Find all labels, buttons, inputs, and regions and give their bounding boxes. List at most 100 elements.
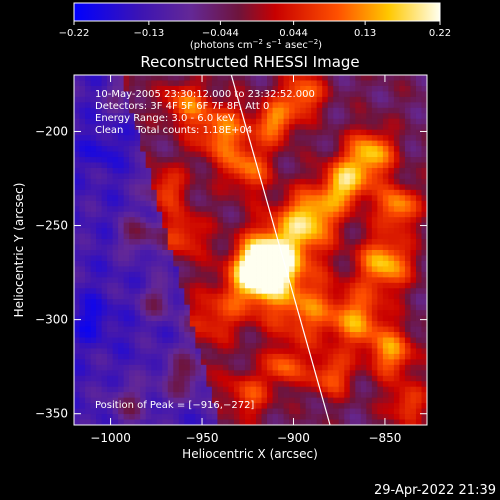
heatmap-cell — [140, 217, 147, 224]
heatmap-cell — [167, 146, 174, 152]
heatmap-cell — [96, 85, 102, 92]
heatmap-cell — [129, 255, 136, 262]
heatmap-cell — [173, 96, 180, 103]
heatmap-cell — [415, 293, 422, 300]
heatmap-cell — [244, 277, 251, 284]
heatmap-cell — [118, 96, 125, 103]
heatmap-cell — [118, 304, 125, 311]
heatmap-cell — [118, 408, 125, 415]
heatmap-cell — [327, 189, 334, 196]
heatmap-cell — [195, 326, 202, 333]
heatmap-cell — [278, 200, 284, 207]
heatmap-cell — [244, 178, 251, 185]
heatmap-cell — [300, 250, 307, 256]
colorbar-tick-label: −0.13 — [134, 28, 165, 39]
heatmap-cell — [118, 419, 125, 425]
heatmap-cell — [404, 129, 411, 136]
heatmap-cell — [360, 260, 367, 267]
heatmap-cell — [85, 91, 91, 98]
heatmap-cell — [195, 162, 202, 169]
heatmap-cell — [184, 375, 191, 382]
heatmap-cell — [305, 277, 312, 284]
heatmap-cell — [377, 375, 384, 382]
heatmap-cell — [393, 370, 400, 377]
heatmap-cell — [217, 129, 224, 136]
heatmap-cell — [377, 124, 384, 131]
heatmap-cell — [382, 364, 389, 371]
heatmap-cell — [233, 195, 240, 202]
heatmap-cell — [134, 348, 141, 355]
heatmap-cell — [239, 321, 246, 327]
heatmap-cell — [393, 157, 400, 163]
heatmap-cell — [151, 348, 158, 355]
heatmap-cell — [184, 414, 191, 420]
heatmap-cell — [145, 195, 152, 202]
heatmap-cell — [371, 75, 378, 81]
heatmap-cell — [327, 386, 334, 393]
heatmap-cell — [85, 381, 91, 388]
heatmap-cell — [344, 414, 351, 420]
heatmap-cell — [151, 85, 158, 92]
heatmap-cell — [173, 332, 180, 338]
heatmap-cell — [261, 102, 268, 109]
heatmap-cell — [322, 375, 329, 382]
heatmap-cell — [244, 250, 251, 256]
heatmap-cell — [151, 304, 158, 311]
heatmap-cell — [228, 157, 235, 163]
heatmap-cell — [410, 381, 417, 388]
heatmap-cell — [250, 255, 257, 262]
heatmap-cell — [239, 184, 246, 191]
heatmap-cell — [167, 178, 174, 185]
heatmap-cell — [360, 85, 367, 92]
info-annotations: 10-May-2005 23:30:12.000 to 23:32:52.000… — [95, 89, 315, 136]
heatmap-cell — [393, 403, 400, 409]
heatmap-cell — [167, 386, 174, 393]
heatmap-cell — [300, 364, 307, 371]
heatmap-cell — [134, 277, 141, 284]
heatmap-cell — [189, 206, 196, 213]
heatmap-cell — [211, 85, 218, 92]
heatmap-cell — [96, 403, 102, 409]
heatmap-cell — [79, 419, 86, 425]
heatmap-cell — [162, 151, 169, 158]
heatmap-cell — [228, 189, 235, 196]
heatmap-cell — [333, 304, 340, 311]
heatmap-cell — [305, 381, 312, 388]
heatmap-cell — [118, 403, 125, 409]
heatmap-cell — [96, 397, 102, 404]
heatmap-cell — [145, 124, 152, 131]
heatmap-cell — [145, 359, 152, 366]
heatmap-cell — [90, 370, 97, 377]
heatmap-cell — [222, 173, 229, 180]
heatmap-cell — [162, 299, 169, 306]
heatmap-cell — [123, 271, 130, 278]
heatmap-cell — [256, 157, 262, 163]
heatmap-cell — [333, 200, 340, 207]
heatmap-cell — [388, 173, 395, 180]
heatmap-cell — [327, 271, 334, 278]
heatmap-cell — [393, 321, 400, 327]
heatmap-cell — [129, 211, 136, 218]
heatmap-cell — [311, 85, 318, 92]
heatmap-cell — [112, 255, 119, 262]
heatmap-cell — [112, 250, 119, 256]
heatmap-cell — [399, 266, 406, 273]
heatmap-cell — [167, 337, 174, 344]
heatmap-cell — [278, 102, 284, 109]
heatmap-cell — [344, 397, 351, 404]
heatmap-cell — [85, 266, 91, 273]
heatmap-cell — [239, 157, 246, 163]
heatmap-cell — [272, 310, 279, 317]
heatmap-cell — [377, 85, 384, 92]
heatmap-cell — [333, 206, 340, 213]
heatmap-cell — [123, 277, 130, 284]
heatmap-cell — [344, 244, 351, 251]
heatmap-cell — [239, 151, 246, 158]
heatmap-cell — [156, 91, 163, 98]
heatmap-cell — [134, 162, 141, 169]
heatmap-cell — [206, 260, 213, 267]
heatmap-cell — [322, 189, 329, 196]
heatmap-cell — [178, 85, 185, 92]
heatmap-cell — [250, 321, 257, 327]
heatmap-cell — [189, 129, 196, 136]
